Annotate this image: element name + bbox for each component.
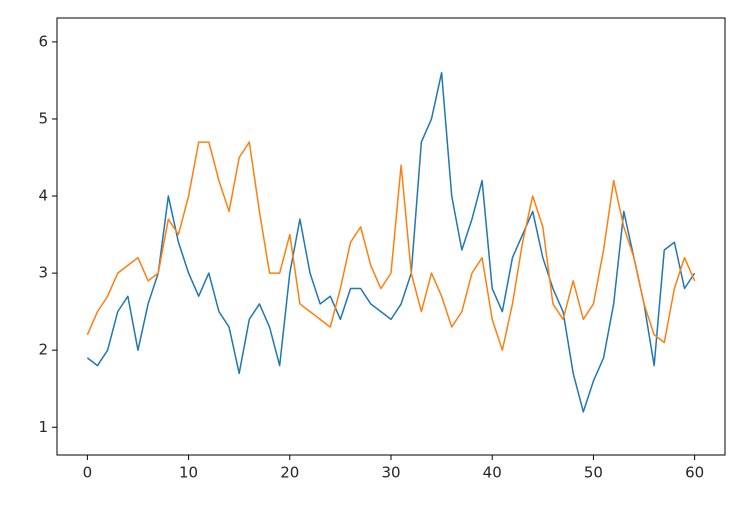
data-line bbox=[86, 141, 696, 351]
x-tick-label: 40 bbox=[483, 464, 502, 482]
x-tick-label: 10 bbox=[179, 464, 198, 482]
y-tick-label: 5 bbox=[38, 109, 48, 127]
y-tick-label: 6 bbox=[38, 32, 48, 50]
y-tick-label: 3 bbox=[38, 264, 48, 282]
data-line bbox=[86, 71, 696, 413]
y-tick-label: 1 bbox=[38, 418, 48, 436]
x-tick-label: 50 bbox=[584, 464, 603, 482]
y-tick-label: 2 bbox=[38, 341, 48, 359]
x-tick-label: 20 bbox=[280, 464, 299, 482]
y-tick-label: 4 bbox=[38, 187, 48, 205]
plot-frame bbox=[56, 17, 726, 456]
x-tick-label: 30 bbox=[381, 464, 400, 482]
x-tick-label: 60 bbox=[685, 464, 704, 482]
x-tick-label: 0 bbox=[83, 464, 93, 482]
